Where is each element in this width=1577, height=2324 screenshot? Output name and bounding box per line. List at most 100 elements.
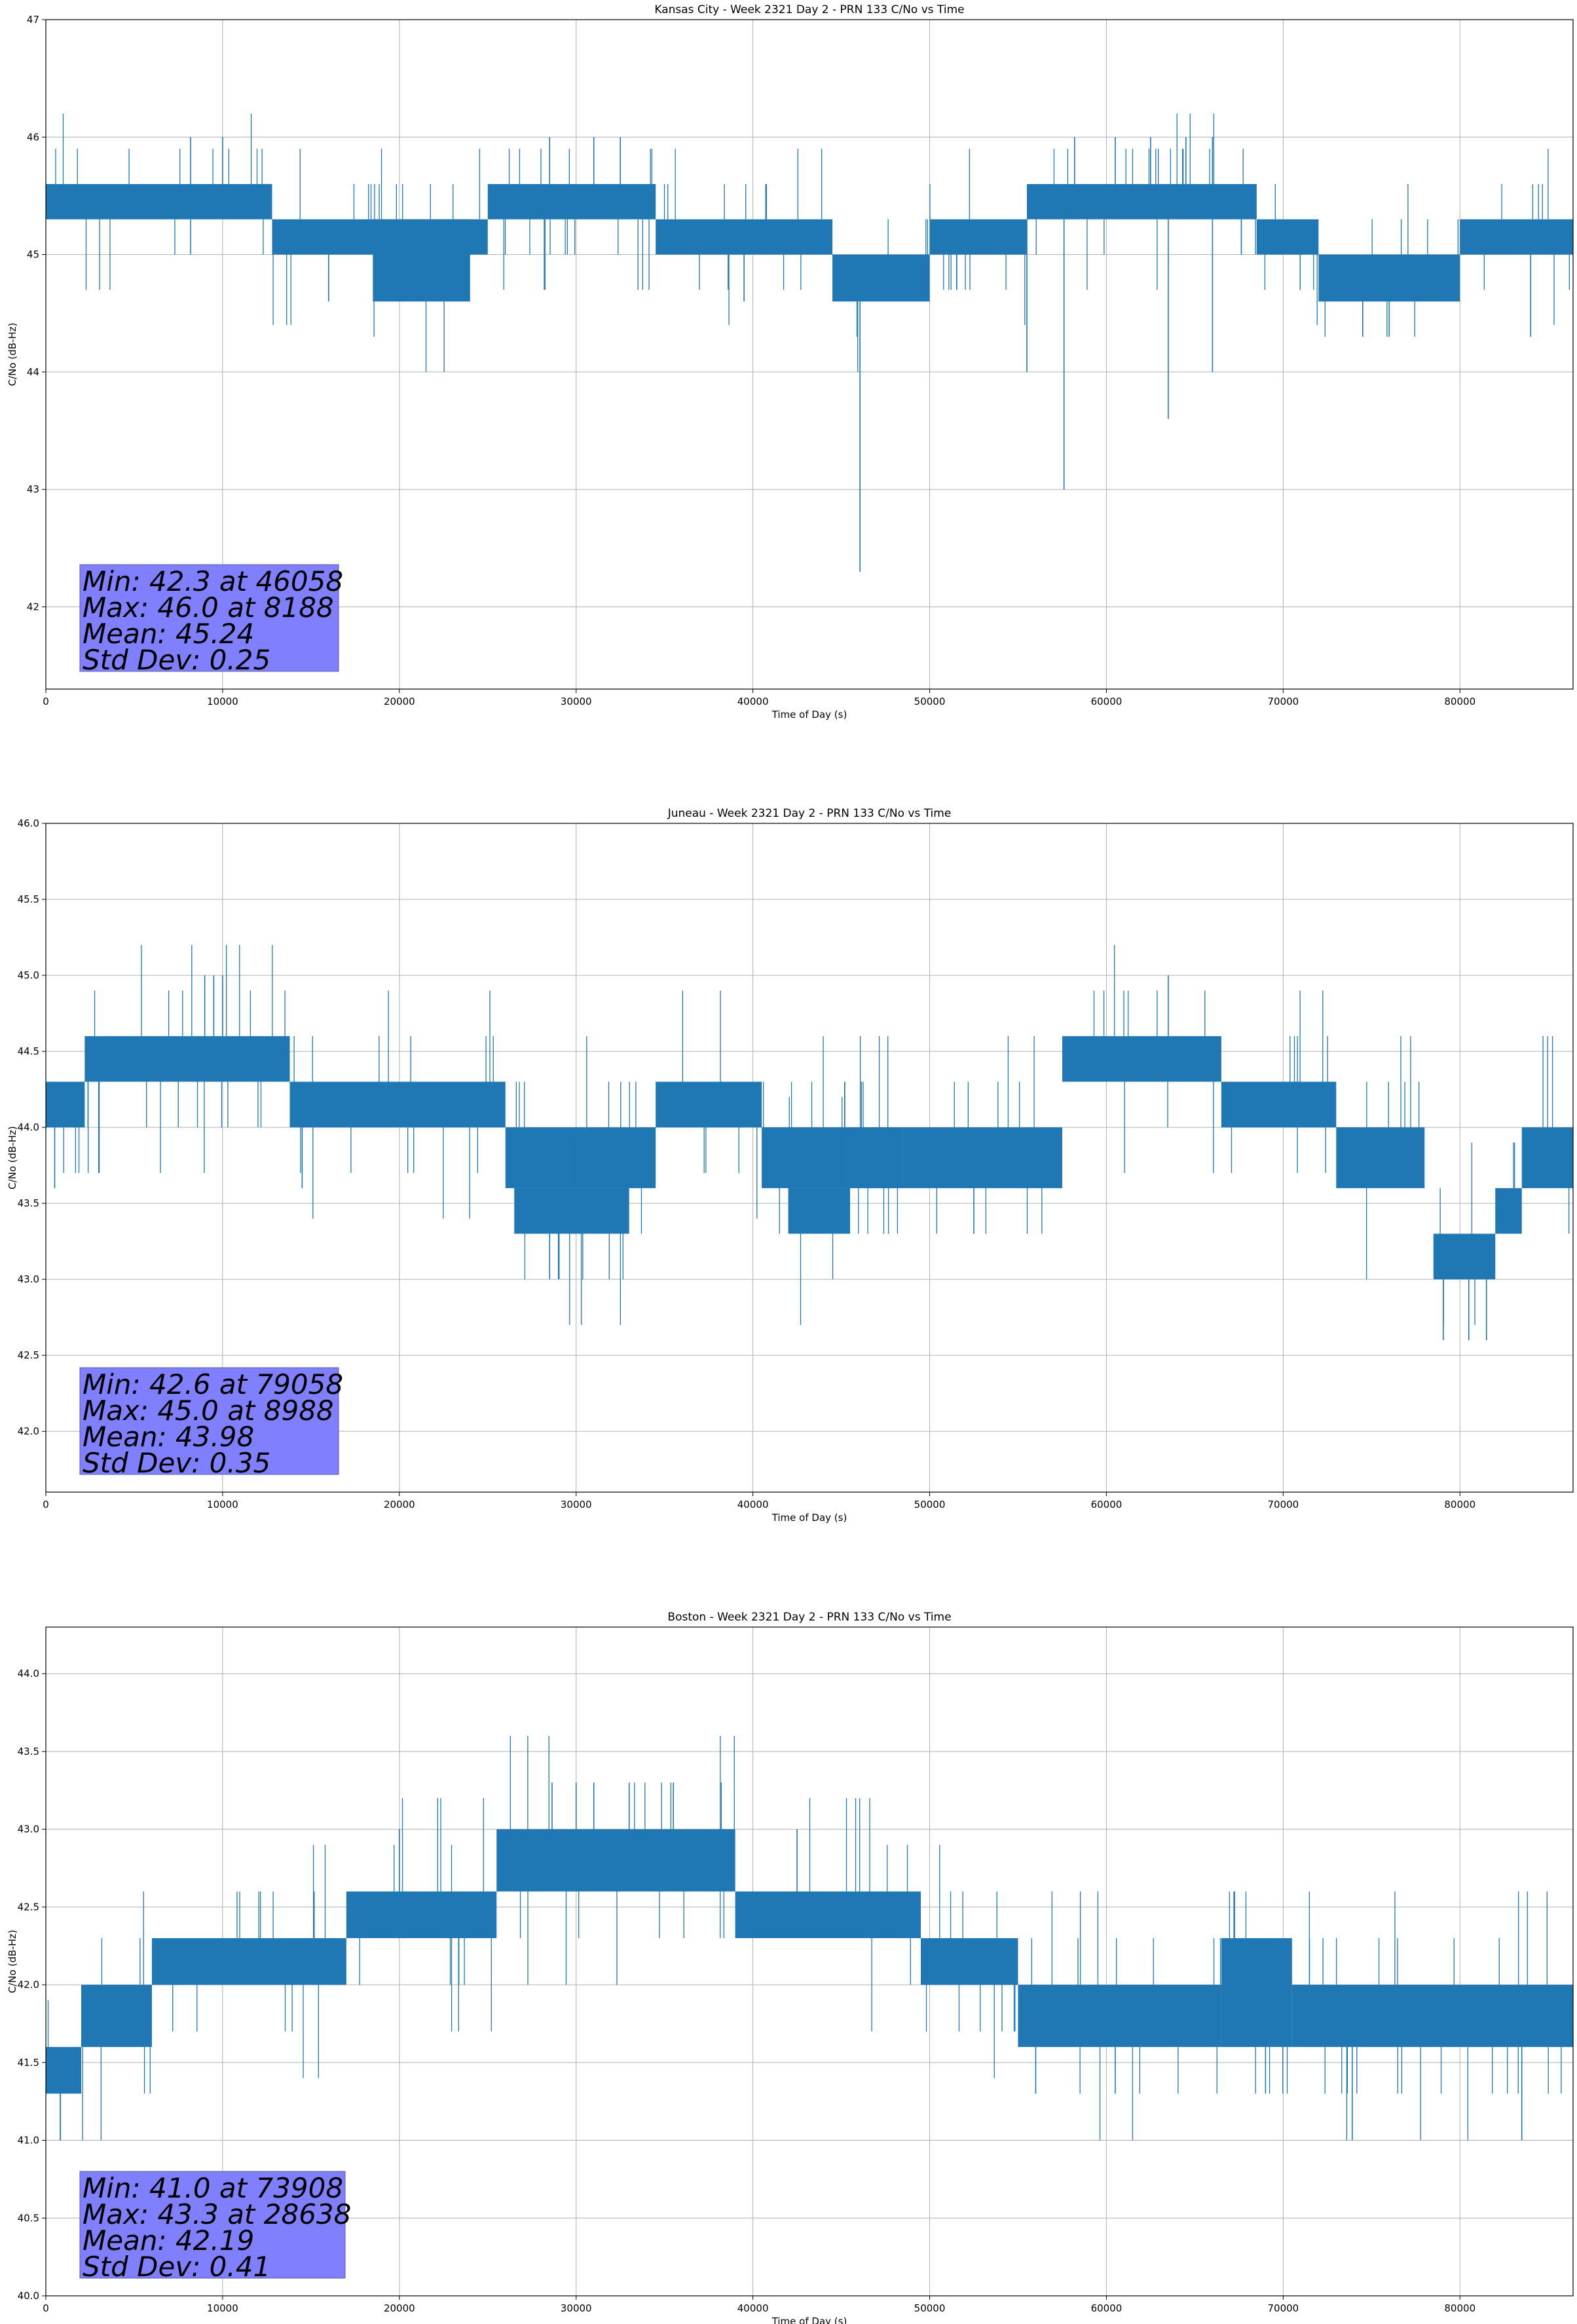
stats-line: Min: 42.3 at 46058	[83, 565, 343, 597]
data-band	[735, 1891, 921, 1938]
data-band	[1221, 1081, 1337, 1128]
data-band	[151, 1938, 346, 1985]
data-band	[1336, 1127, 1425, 1188]
stats-box	[79, 564, 339, 672]
data-band	[46, 1081, 85, 1128]
data-band	[1018, 1985, 1221, 2048]
y-tick-label: 42.0	[18, 1425, 39, 1437]
data-band	[46, 184, 272, 219]
x-tick-label: 30000	[561, 2302, 592, 2314]
chart-title: Kansas City - Week 2321 Day 2 - PRN 133 …	[654, 3, 964, 16]
data-band	[850, 1127, 904, 1188]
data-band	[1521, 1127, 1573, 1188]
chart-panel: 0 10000 20000 30000 40000 50000 60000 70000 8000…	[7, 1611, 1574, 2324]
x-axis-label: Time of Day (s)	[771, 709, 847, 721]
y-tick-label: 44	[27, 366, 39, 378]
x-tick-label: 0	[43, 2302, 49, 2314]
data-band	[1221, 1938, 1292, 2048]
data-band	[656, 219, 833, 255]
data-band	[84, 1036, 290, 1082]
y-tick-label: 43.0	[18, 1273, 39, 1285]
data-band	[1026, 184, 1257, 219]
data-band	[289, 1081, 506, 1128]
x-tick-label: 80000	[1444, 696, 1475, 707]
y-axis-label: C/No (dB-Hz)	[7, 1126, 18, 1190]
data-band	[1291, 1985, 1573, 2048]
y-tick-label: 44.0	[18, 1668, 39, 1679]
x-tick-label: 0	[43, 1499, 49, 1510]
data-band	[346, 1891, 497, 1938]
x-tick-label: 40000	[737, 696, 769, 707]
data-band	[1433, 1233, 1496, 1280]
data-series	[46, 1736, 1573, 2141]
y-tick-label: 45.0	[18, 969, 39, 981]
y-tick-label: 41.5	[18, 2057, 39, 2069]
x-tick-label: 80000	[1444, 2302, 1475, 2314]
y-tick-label: 43.5	[18, 1746, 39, 1757]
stats-box	[79, 2171, 346, 2279]
x-tick-label: 40000	[737, 2302, 769, 2314]
y-tick-label: 43.5	[18, 1197, 39, 1209]
y-tick-label: 43.0	[18, 1824, 39, 1835]
stats-line: Std Dev: 0.41	[83, 2251, 270, 2283]
x-tick-label: 70000	[1267, 2302, 1299, 2314]
y-tick-label: 46	[27, 131, 39, 143]
y-tick-label: 44.0	[18, 1121, 39, 1133]
stats-box	[79, 1367, 339, 1475]
plot-frame	[45, 19, 1574, 690]
chart-title: Juneau - Week 2321 Day 2 - PRN 133 C/No …	[667, 807, 952, 820]
plot-frame	[45, 823, 1574, 1493]
data-band	[81, 1985, 152, 2048]
data-band	[788, 1188, 851, 1234]
data-band	[656, 1081, 762, 1128]
x-tick-label: 10000	[207, 1499, 238, 1510]
data-band	[1460, 219, 1573, 255]
data-band	[496, 1829, 735, 1892]
x-tick-label: 20000	[384, 696, 415, 707]
x-tick-label: 10000	[207, 2302, 238, 2314]
x-tick-label: 0	[43, 696, 49, 707]
x-tick-label: 70000	[1267, 1499, 1299, 1510]
data-series	[46, 113, 1573, 572]
stats-line: Max: 43.3 at 28638	[83, 2198, 351, 2230]
stats-line: Max: 46.0 at 8188	[83, 591, 334, 624]
x-tick-label: 30000	[561, 696, 592, 707]
y-tick-label: 43	[27, 483, 39, 495]
stats-line: Max: 45.0 at 8988	[83, 1395, 334, 1427]
data-band	[487, 184, 656, 219]
data-band	[929, 219, 1027, 255]
y-tick-label: 42	[27, 601, 39, 612]
x-tick-label: 80000	[1444, 1499, 1475, 1510]
stats-line: Mean: 43.98	[83, 1421, 254, 1453]
data-band	[1318, 254, 1460, 302]
x-tick-label: 30000	[561, 1499, 592, 1510]
data-series	[46, 945, 1573, 1340]
plot-frame	[45, 1626, 1574, 2296]
x-tick-label: 50000	[914, 2302, 946, 2314]
data-band	[1062, 1036, 1221, 1082]
y-tick-label: 46.0	[18, 817, 39, 829]
data-band	[921, 1938, 1018, 1985]
data-band	[46, 2047, 81, 2094]
chart-title: Boston - Week 2321 Day 2 - PRN 133 C/No …	[667, 1611, 951, 1624]
chart-panel: 0 10000 20000 30000 40000 50000 60000 70000 8000…	[7, 3, 1574, 721]
stats-line: Std Dev: 0.35	[83, 1447, 270, 1479]
data-band	[832, 254, 930, 302]
y-tick-label: 41.0	[18, 2135, 39, 2146]
data-band	[505, 1127, 656, 1188]
stats-line: Mean: 42.19	[83, 2224, 254, 2257]
stats-line: Min: 42.6 at 79058	[83, 1368, 343, 1400]
x-axis-label: Time of Day (s)	[771, 1512, 847, 1524]
y-tick-label: 45	[27, 249, 39, 261]
stats-line: Std Dev: 0.25	[83, 644, 270, 676]
data-band	[1495, 1188, 1522, 1234]
data-band	[373, 219, 470, 302]
x-tick-label: 60000	[1091, 2302, 1122, 2314]
y-tick-label: 42.5	[18, 1349, 39, 1361]
stats-line: Min: 41.0 at 73908	[83, 2172, 343, 2204]
x-tick-label: 50000	[914, 696, 946, 707]
y-tick-label: 42.5	[18, 1901, 39, 1913]
y-tick-label: 40.5	[18, 2212, 39, 2224]
data-band	[903, 1127, 1062, 1188]
y-tick-label: 40.0	[18, 2290, 39, 2302]
